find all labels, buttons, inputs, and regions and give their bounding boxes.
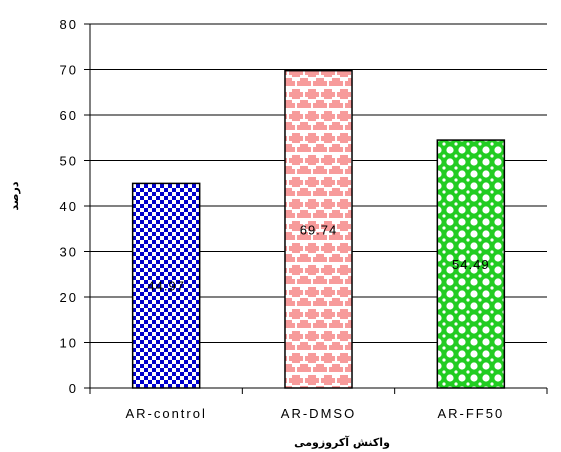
data-labels: 44.97 69.74 54.49: [147, 222, 490, 294]
y-tick-label: 20: [60, 290, 78, 305]
y-tick-label: 60: [60, 108, 78, 123]
bar-ar-ff50: [436, 139, 506, 389]
y-tick-label: 70: [60, 63, 78, 78]
y-tick-label: 30: [60, 245, 78, 260]
y-tick-labels: 0 10 20 30 40 50 60 70 80: [60, 17, 78, 396]
bar-ar-control: [131, 182, 201, 389]
x-tick-label: AR-DMSO: [281, 406, 356, 421]
y-axis-title: درصد: [8, 181, 21, 210]
x-axis-title: واکنش آکروزومی: [294, 435, 390, 449]
data-label: 69.74: [300, 222, 338, 237]
axes: [84, 23, 548, 394]
bar-ar-dmso: [284, 69, 353, 389]
x-tick-label: AR-FF50: [437, 406, 504, 421]
data-label: 44.97: [147, 279, 185, 294]
y-tick-label: 0: [69, 381, 78, 396]
data-label: 54.49: [452, 257, 490, 272]
y-tick-label: 10: [60, 336, 78, 351]
x-tick-labels: AR-control AR-DMSO AR-FF50: [125, 406, 504, 421]
y-tick-label: 40: [60, 199, 78, 214]
y-tick-label: 80: [60, 17, 78, 32]
bars: [131, 69, 506, 389]
y-tick-label: 50: [60, 154, 78, 169]
x-tick-label: AR-control: [125, 406, 206, 421]
